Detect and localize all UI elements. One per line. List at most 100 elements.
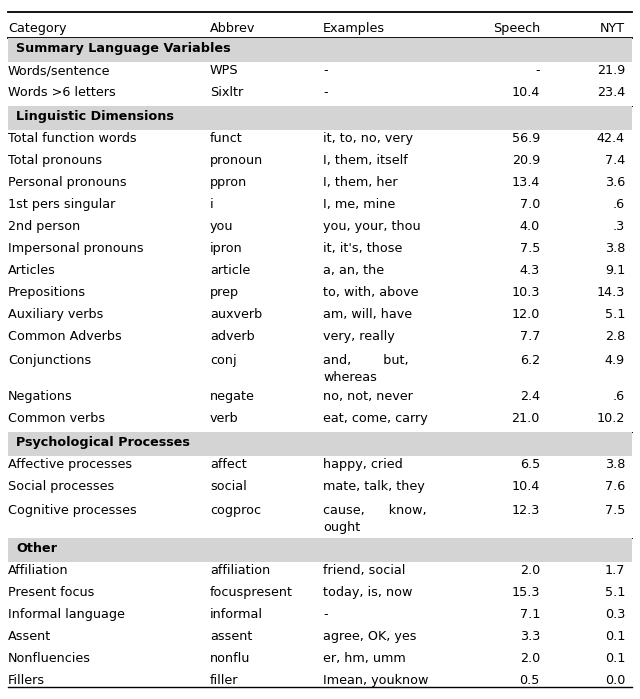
Text: agree, OK, yes: agree, OK, yes [323, 630, 417, 643]
Text: 2nd person: 2nd person [8, 220, 80, 233]
Text: Words >6 letters: Words >6 letters [8, 86, 116, 99]
Text: Personal pronouns: Personal pronouns [8, 176, 127, 189]
Text: Social processes: Social processes [8, 480, 115, 493]
Text: 0.1: 0.1 [605, 652, 625, 665]
Text: Negations: Negations [8, 390, 73, 403]
Text: negate: negate [210, 390, 255, 403]
Text: am, will, have: am, will, have [323, 308, 412, 322]
Text: ipron: ipron [210, 242, 243, 255]
Text: er, hm, umm: er, hm, umm [323, 652, 406, 665]
Text: 7.0: 7.0 [520, 199, 540, 211]
Text: cogproc: cogproc [210, 504, 261, 517]
Text: Fillers: Fillers [8, 675, 45, 687]
Text: 7.1: 7.1 [520, 608, 540, 621]
Text: -: - [323, 86, 328, 99]
Text: 0.0: 0.0 [605, 675, 625, 687]
Text: 56.9: 56.9 [512, 132, 540, 145]
Text: 23.4: 23.4 [596, 86, 625, 99]
Text: Informal language: Informal language [8, 608, 125, 621]
Text: Assent: Assent [8, 630, 51, 643]
Text: 0.1: 0.1 [605, 630, 625, 643]
Text: I, them, her: I, them, her [323, 176, 397, 189]
Text: assent: assent [210, 630, 252, 643]
Text: focuspresent: focuspresent [210, 586, 293, 599]
Text: adverb: adverb [210, 330, 255, 343]
Text: I, me, mine: I, me, mine [323, 199, 396, 211]
Text: 21.0: 21.0 [511, 412, 540, 425]
Text: 12.3: 12.3 [511, 504, 540, 517]
Text: you, your, thou: you, your, thou [323, 220, 420, 233]
Text: 5.1: 5.1 [605, 586, 625, 599]
Text: Impersonal pronouns: Impersonal pronouns [8, 242, 143, 255]
Text: you: you [210, 220, 234, 233]
Text: Psychological Processes: Psychological Processes [16, 436, 190, 449]
Text: Words/sentence: Words/sentence [8, 64, 111, 77]
Text: 10.3: 10.3 [511, 286, 540, 299]
Text: 20.9: 20.9 [512, 154, 540, 167]
Text: auxverb: auxverb [210, 308, 262, 322]
Text: mate, talk, they: mate, talk, they [323, 480, 425, 493]
Text: nonflu: nonflu [210, 652, 250, 665]
Text: Common Adverbs: Common Adverbs [8, 330, 122, 343]
Text: Prepositions: Prepositions [8, 286, 86, 299]
Text: -: - [536, 64, 540, 77]
Text: Articles: Articles [8, 264, 56, 278]
Text: affect: affect [210, 459, 247, 471]
Text: 10.4: 10.4 [511, 480, 540, 493]
Text: 1.7: 1.7 [605, 564, 625, 577]
Text: friend, social: friend, social [323, 564, 405, 577]
Text: I, them, itself: I, them, itself [323, 154, 408, 167]
Text: Other: Other [16, 542, 57, 555]
Text: pronoun: pronoun [210, 154, 263, 167]
Text: .6: .6 [613, 390, 625, 403]
Text: cause,      know,
ought: cause, know, ought [323, 504, 427, 534]
Text: 6.2: 6.2 [520, 354, 540, 367]
Text: today, is, now: today, is, now [323, 586, 412, 599]
Text: 15.3: 15.3 [511, 586, 540, 599]
Text: NYT: NYT [600, 22, 625, 35]
Text: 3.6: 3.6 [605, 176, 625, 189]
Text: 3.3: 3.3 [520, 630, 540, 643]
Bar [8, 38, 632, 62]
Text: 7.4: 7.4 [605, 154, 625, 167]
Text: very, really: very, really [323, 330, 395, 343]
Text: Speech: Speech [493, 22, 540, 35]
Text: Total pronouns: Total pronouns [8, 154, 102, 167]
Text: 13.4: 13.4 [511, 176, 540, 189]
Text: 0.3: 0.3 [605, 608, 625, 621]
Text: Examples: Examples [323, 22, 385, 35]
Text: .6: .6 [613, 199, 625, 211]
Text: it, to, no, very: it, to, no, very [323, 132, 413, 145]
Text: eat, come, carry: eat, come, carry [323, 412, 428, 425]
Text: 7.6: 7.6 [605, 480, 625, 493]
Text: Sixltr: Sixltr [210, 86, 243, 99]
Text: Auxiliary verbs: Auxiliary verbs [8, 308, 104, 322]
Text: .3: .3 [612, 220, 625, 233]
Text: conj: conj [210, 354, 237, 367]
Bar [8, 432, 632, 456]
Text: 12.0: 12.0 [511, 308, 540, 322]
Text: Conjunctions: Conjunctions [8, 354, 92, 367]
Text: 21.9: 21.9 [596, 64, 625, 77]
Text: 3.8: 3.8 [605, 459, 625, 471]
Text: 6.5: 6.5 [520, 459, 540, 471]
Text: Category: Category [8, 22, 67, 35]
Text: 9.1: 9.1 [605, 264, 625, 278]
Text: 10.2: 10.2 [596, 412, 625, 425]
Text: Nonfluencies: Nonfluencies [8, 652, 91, 665]
Text: Abbrev: Abbrev [210, 22, 255, 35]
Text: 10.4: 10.4 [511, 86, 540, 99]
Text: 2.0: 2.0 [520, 564, 540, 577]
Text: verb: verb [210, 412, 239, 425]
Bar [8, 538, 632, 562]
Text: Summary Language Variables: Summary Language Variables [16, 43, 230, 55]
Text: Cognitive processes: Cognitive processes [8, 504, 137, 517]
Text: and,        but,
whereas: and, but, whereas [323, 354, 408, 384]
Text: 4.9: 4.9 [605, 354, 625, 367]
Text: Common verbs: Common verbs [8, 412, 105, 425]
Text: -: - [323, 64, 328, 77]
Text: -: - [323, 608, 328, 621]
Text: no, not, never: no, not, never [323, 390, 413, 403]
Text: Affective processes: Affective processes [8, 459, 132, 471]
Text: 4.0: 4.0 [520, 220, 540, 233]
